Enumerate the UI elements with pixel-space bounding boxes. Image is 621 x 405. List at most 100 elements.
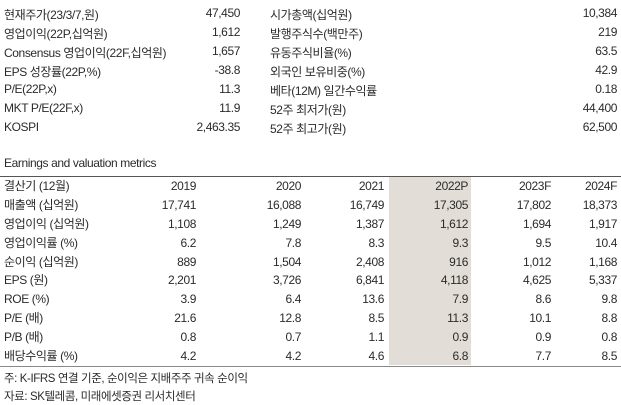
summary-value: 219 [598, 25, 617, 39]
table-cell: 2022P [435, 179, 468, 194]
table-cell: 17,802 [516, 198, 552, 213]
table-cell: 8.3 [368, 235, 385, 250]
table-cell: 7.8 [285, 235, 302, 250]
table-cell: 1,612 [439, 216, 468, 231]
table-cell: 21.6 [174, 310, 196, 325]
row-label: 결산기 (12월) [4, 179, 70, 194]
table-cell: 10.1 [529, 310, 551, 325]
table-cell: 2023F [518, 179, 551, 194]
table-cell: 6.4 [285, 292, 302, 307]
summary-label: 베타(12M) 일간수익률 [270, 84, 377, 98]
summary-label: 52주 최저가(원) [270, 103, 346, 117]
table-row: 영업이익률 (%) 6.2 7.8 8.3 9.3 9.5 10.4 [0, 233, 621, 252]
summary-value: 62,500 [582, 120, 618, 134]
table-top-rule [0, 176, 621, 177]
summary-label: 영업이익(22P,십억원) [4, 27, 108, 41]
table-cell: 6.2 [180, 235, 197, 250]
table-cell: 2019 [170, 179, 197, 194]
summary-row: Consensus 영업이익(22F,십억원) 1,657 유동주식비율(%) 63.… [0, 42, 621, 61]
summary-value: -38.8 [214, 63, 241, 77]
table-cell: 8.5 [368, 310, 385, 325]
table-cell: 17,741 [161, 198, 197, 213]
table-cell: 0.9 [535, 329, 552, 344]
table-cell: 916 [449, 254, 468, 269]
table-cell: 1,012 [522, 254, 551, 269]
row-label: 영업이익 (십억원) [4, 216, 89, 231]
table-cell: 16,749 [349, 198, 385, 213]
table-cell: 1,108 [167, 216, 196, 231]
table-row: 배당수익률 (%) 4.2 4.2 4.6 6.8 7.7 8.5 [0, 346, 621, 365]
summary-row: P/E(22P,x) 11.3 베타(12M) 일간수익률 0.18 [0, 80, 621, 99]
table-cell: 0.8 [601, 329, 618, 344]
table-cell: 3,726 [272, 273, 301, 288]
summary-value: 1,657 [211, 44, 240, 58]
summary-value: 47,450 [205, 6, 241, 20]
table-row: 영업이익 (십억원) 1,108 1,249 1,387 1,612 1,694 1,917 [0, 215, 621, 234]
footnote: 주: K-IFRS 연결 기준, 순이익은 지배주주 귀속 순이익 [4, 373, 248, 385]
table-row: 매출액 (십억원) 17,741 16,088 16,749 17,305 17,802 1… [0, 196, 621, 215]
table-cell: 13.6 [362, 292, 384, 307]
summary-label: Consensus 영업이익(22F,십억원) [4, 46, 167, 60]
row-label: EPS (원) [4, 273, 48, 288]
row-label: 매출액 (십억원) [4, 198, 78, 213]
table-cell: 4.6 [368, 348, 385, 363]
row-label: 배당수익률 (%) [4, 348, 78, 363]
table-cell: 1,387 [355, 216, 384, 231]
table-cell: 0.8 [180, 329, 197, 344]
table-cell: 5,337 [588, 273, 617, 288]
summary-value: 42.9 [595, 63, 617, 77]
summary-value: 11.3 [219, 82, 240, 96]
metrics-title: Earnings and valuation metrics [4, 156, 157, 170]
table-row: P/B (배) 0.8 0.7 1.1 0.9 0.9 0.8 [0, 327, 621, 346]
summary-label: 유동주식비율(%) [270, 46, 352, 60]
summary-value: 63.5 [595, 44, 617, 58]
table-cell: 16,088 [266, 198, 302, 213]
table-row: ROE (%) 3.9 6.4 13.6 7.9 8.6 9.8 [0, 290, 621, 309]
row-label: ROE (%) [4, 292, 50, 307]
summary-value: 1,612 [211, 25, 240, 39]
table-cell: 2024F [584, 179, 617, 194]
table-cell: 8.5 [601, 348, 618, 363]
table-cell: 2,408 [355, 254, 384, 269]
summary-value: 10,384 [582, 6, 618, 20]
table-cell: 18,373 [582, 198, 618, 213]
row-label: P/E (배) [4, 310, 43, 325]
summary-label: 시가총액(십억원) [270, 8, 352, 22]
table-cell: 9.8 [601, 292, 618, 307]
table-cell: 3.9 [180, 292, 197, 307]
source-note: 자료: SK텔레콤, 미래에셋증권 리서치센터 [4, 391, 196, 403]
row-label: 순이익 (십억원) [4, 254, 78, 269]
table-cell: 2020 [275, 179, 302, 194]
summary-label: EPS 성장률(22P,%) [4, 65, 101, 79]
summary-row: EPS 성장률(22P,%) -38.8 외국인 보유비중(%) 42.9 [0, 61, 621, 80]
table-cell: 8.6 [535, 292, 552, 307]
table-bottom-rule [0, 366, 621, 367]
table-cell: 2021 [358, 179, 385, 194]
table-cell: 6.8 [452, 348, 469, 363]
metrics-table: 결산기 (12월) 2019 2020 2021 2022P 2023F 2024F 매출액 … [0, 177, 621, 365]
summary-row: KOSPI 2,463.35 52주 최고가(원) 62,500 [0, 118, 621, 137]
table-cell: 17,305 [433, 198, 469, 213]
table-row: 순이익 (십억원) 889 1,504 2,408 916 1,012 1,168 [0, 252, 621, 271]
summary-label: 52주 최고가(원) [270, 122, 346, 136]
summary-row: 영업이익(22P,십억원) 1,612 발행주식수(백만주) 219 [0, 23, 621, 42]
summary-row: MKT P/E(22F,x) 11.9 52주 최저가(원) 44,400 [0, 99, 621, 118]
highlight-column-2022p [389, 177, 471, 365]
table-cell: 0.9 [452, 329, 469, 344]
summary-label: KOSPI [4, 120, 39, 134]
summary-value: 11.9 [219, 101, 240, 115]
summary-label: P/E(22P,x) [4, 82, 57, 96]
table-cell: 1,504 [272, 254, 301, 269]
table-cell: 0.7 [285, 329, 302, 344]
table-cell: 4.2 [285, 348, 302, 363]
summary-value: 2,463.35 [196, 120, 240, 134]
table-cell: 6,841 [355, 273, 384, 288]
table-cell: 1.1 [368, 329, 385, 344]
table-cell: 11.3 [447, 310, 468, 325]
table-cell: 4.2 [180, 348, 197, 363]
table-row: EPS (원) 2,201 3,726 6,841 4,118 4,625 5,337 [0, 271, 621, 290]
table-cell: 4,118 [440, 273, 469, 288]
table-cell: 7.9 [452, 292, 469, 307]
summary-label: 발행주식수(백만주) [270, 27, 363, 41]
table-header-row: 결산기 (12월) 2019 2020 2021 2022P 2023F 2024F [0, 177, 621, 196]
